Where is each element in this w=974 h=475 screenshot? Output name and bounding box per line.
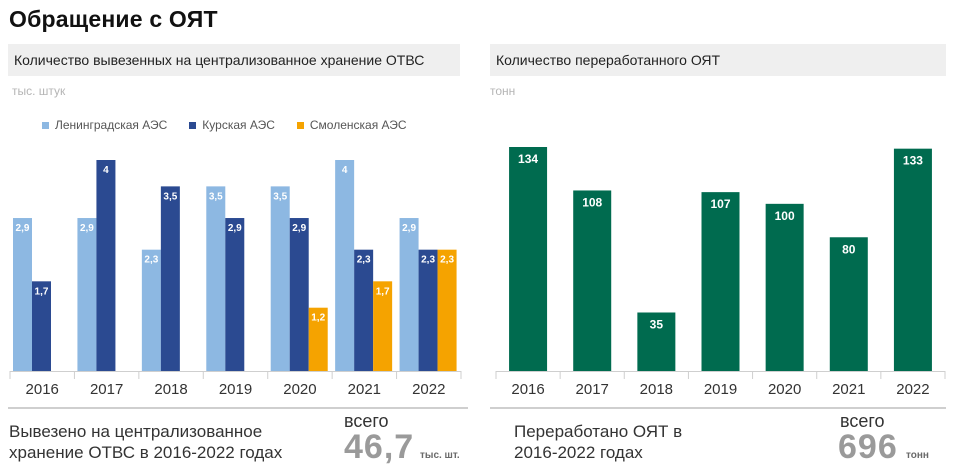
chart1-bar — [32, 281, 51, 371]
left-total-unit: тыс. шт. — [420, 450, 460, 461]
right-footer-text: Переработано ОЯТ в 2016-2022 годах — [514, 421, 682, 463]
chart2-bar — [637, 312, 676, 371]
chart2-bar — [509, 147, 548, 371]
chart1-bar — [289, 218, 309, 371]
right-footer-line1: Переработано ОЯТ в — [514, 422, 683, 441]
chart1-data-label: 2,3 — [421, 255, 435, 266]
chart1-data-label: 4 — [342, 165, 348, 176]
left-total-label: всего — [344, 411, 389, 431]
chart1-data-label: 2,9 — [292, 223, 306, 234]
chart1-data-label: 1,7 — [35, 286, 49, 297]
chart1-x-tick-label: 2016 — [26, 381, 59, 398]
chart1-x-tick-label: 2017 — [90, 381, 123, 398]
chart1-bar — [308, 307, 328, 371]
chart1-bar — [437, 249, 457, 371]
chart1-data-label: 3,5 — [209, 191, 223, 202]
legend-item-smolensk: Смоленская АЭС — [296, 118, 407, 132]
legend-label-kursk: Курская АЭС — [202, 118, 275, 132]
chart1-bar — [96, 160, 116, 371]
chart1-x-tick-label: 2019 — [219, 381, 252, 398]
chart1-bar — [160, 186, 180, 371]
chart1-x-tick-label: 2022 — [412, 381, 445, 398]
chart1-bar — [373, 281, 393, 371]
chart1-bar — [270, 186, 290, 371]
legend-label-smolensk: Смоленская АЭС — [309, 118, 407, 132]
chart2-bar — [701, 192, 740, 371]
chart2-x-tick-label: 2017 — [576, 381, 609, 398]
chart1-data-label: 3,5 — [163, 191, 177, 202]
legend-item-leningrad: Ленинградская АЭС — [42, 118, 167, 132]
chart2-data-label: 134 — [518, 152, 538, 166]
chart1-x-tick-label: 2018 — [154, 381, 187, 398]
chart1-data-label: 2,9 — [16, 223, 30, 234]
chart2-data-label: 108 — [582, 195, 602, 209]
chart2-x-tick-label: 2019 — [704, 381, 737, 398]
left-total-value: 46,7 — [344, 428, 415, 466]
legend-label-leningrad: Ленинградская АЭС — [55, 118, 168, 132]
chart2-data-label: 100 — [775, 209, 795, 223]
chart1-data-label: 2,9 — [80, 223, 94, 234]
chart1-data-label: 2,3 — [357, 255, 371, 266]
chart1-bar — [225, 218, 245, 371]
chart1-x-tick-label: 2020 — [283, 381, 316, 398]
left-footer-line2: хранение ОТВС в 2016-2022 годах — [9, 443, 283, 462]
right-total-value: 696 — [838, 428, 898, 466]
right-footer-line2: 2016-2022 годах — [514, 443, 643, 462]
left-footer-divider — [8, 407, 468, 409]
left-footer-line1: Вывезено на централизованное — [9, 422, 263, 441]
left-footer-text: Вывезено на централизованное хранение ОТ… — [9, 421, 282, 463]
chart2-bar — [765, 203, 804, 371]
chart1-bar — [13, 218, 32, 371]
right-total-label: всего — [840, 411, 885, 431]
chart2-x-tick-label: 2022 — [896, 381, 929, 398]
chart2-x-tick-label: 2021 — [832, 381, 865, 398]
chart1-bar — [354, 249, 374, 371]
chart1-data-label: 1,7 — [376, 286, 390, 297]
chart2-data-label: 35 — [650, 317, 664, 331]
chart1-data-label: 1,2 — [311, 313, 325, 324]
legend-swatch-kursk — [189, 121, 197, 129]
chart2-x-tick-label: 2020 — [768, 381, 801, 398]
left-legend: Ленинградская АЭС Курская АЭС Смоленская… — [42, 118, 429, 132]
legend-swatch-smolensk — [296, 121, 304, 129]
chart1-bar — [77, 218, 97, 371]
right-footer-divider — [490, 407, 946, 409]
chart2-data-label: 133 — [903, 154, 923, 168]
legend-item-kursk: Курская АЭС — [189, 118, 275, 132]
chart2-x-tick-label: 2018 — [640, 381, 673, 398]
chart2-x-tick-label: 2016 — [511, 381, 544, 398]
chart1-bar — [335, 160, 355, 371]
chart1-data-label: 4 — [103, 165, 109, 176]
chart1-data-label: 2,3 — [440, 255, 454, 266]
right-chart-header: Количество переработанного ОЯТ — [490, 44, 946, 76]
right-unit-label: тонн — [490, 84, 516, 98]
chart1-bar — [141, 249, 161, 371]
chart1-bar — [206, 186, 226, 371]
chart2-data-label: 107 — [710, 197, 730, 211]
chart1-data-label: 2,9 — [402, 223, 416, 234]
right-total-unit: тонн — [906, 450, 929, 461]
left-chart-header: Количество вывезенных на централизованно… — [8, 44, 460, 76]
legend-swatch-leningrad — [42, 121, 49, 129]
chart1-data-label: 2,9 — [228, 223, 242, 234]
chart2-bar — [893, 148, 932, 371]
chart1-bar — [418, 249, 438, 371]
chart1-bar — [399, 218, 419, 371]
page-title: Обращение с ОЯТ — [9, 6, 218, 32]
chart1-data-label: 3,5 — [273, 191, 287, 202]
chart1-data-label: 2,3 — [144, 255, 158, 266]
chart1-x-tick-label: 2021 — [348, 381, 381, 398]
chart2-data-label: 80 — [842, 242, 856, 256]
chart2-bar — [829, 237, 868, 371]
chart2-bar — [573, 190, 612, 371]
left-unit-label: тыс. штук — [12, 84, 66, 98]
